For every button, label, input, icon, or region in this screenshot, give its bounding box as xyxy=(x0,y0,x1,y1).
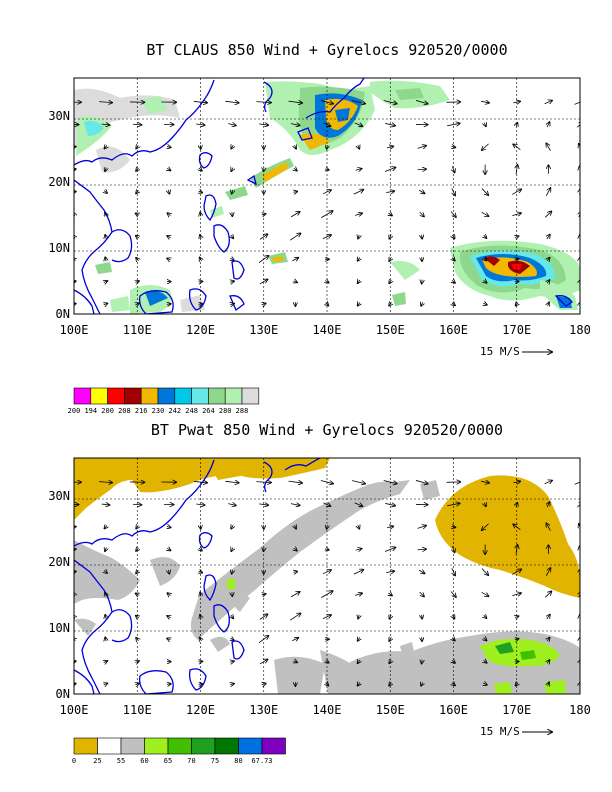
colorbar-label: 25 xyxy=(93,757,101,765)
reference-vector-label: 15 M/S xyxy=(480,345,520,358)
colorbar-label: 0 xyxy=(72,757,76,765)
colorbar-swatch xyxy=(215,738,239,754)
wind-arrow xyxy=(422,660,423,664)
x-tick-label: 150E xyxy=(376,323,405,337)
colorbar-label: 242 xyxy=(168,407,181,415)
panel-bottom: BT Pwat 850 Wind + Gyrelocs 920520/0000 xyxy=(48,421,591,765)
x-tick-label: 120E xyxy=(186,323,215,337)
x-tick-label: 140E xyxy=(313,323,342,337)
x-tick-label: 160E xyxy=(439,703,468,717)
colorbar-swatch xyxy=(225,388,242,404)
panel-title: BT CLAUS 850 Wind + Gyrelocs 920520/0000 xyxy=(146,41,507,59)
x-tick-label: 110E xyxy=(123,323,152,337)
colorbar-swatch xyxy=(158,388,175,404)
colorbar-swatch xyxy=(262,738,286,754)
colorbar-label: 264 xyxy=(202,407,215,415)
y-tick-label: 10N xyxy=(48,241,70,255)
colorbar-swatch xyxy=(98,738,122,754)
colorbar-label: 280 xyxy=(219,407,232,415)
wind-arrow xyxy=(422,280,423,284)
x-tick-label: 180 xyxy=(569,323,591,337)
wind-arrow xyxy=(167,684,171,685)
colorbar-label: 67.73 xyxy=(251,757,272,765)
colorbar-swatch xyxy=(124,388,141,404)
colorbar-label: 194 xyxy=(84,407,97,415)
colorbar-label: 55 xyxy=(117,757,125,765)
reference-vector: 15 M/S xyxy=(480,725,552,738)
x-tick-label: 170E xyxy=(502,703,531,717)
colorbar-swatch xyxy=(145,738,169,754)
x-tick-label: 160E xyxy=(439,323,468,337)
colorbar-swatch xyxy=(168,738,192,754)
x-tick-label: 120E xyxy=(186,703,215,717)
colorbar-swatch xyxy=(74,388,91,404)
x-tick-label: 170E xyxy=(502,323,531,337)
colorbar-swatch xyxy=(121,738,145,754)
reference-vector-label: 15 M/S xyxy=(480,725,520,738)
colorbar-label: 75 xyxy=(211,757,219,765)
y-tick-label: 20N xyxy=(48,175,70,189)
y-tick-label: 0N xyxy=(56,687,70,701)
colorbar-label: 200 xyxy=(101,407,114,415)
y-tick-label: 30N xyxy=(48,109,70,123)
colorbar-label: 60 xyxy=(140,757,148,765)
colorbar-swatch xyxy=(108,388,125,404)
colorbar-label: 80 xyxy=(234,757,242,765)
colorbar-swatch xyxy=(91,388,108,404)
colorbar-label: 216 xyxy=(135,407,148,415)
reference-vector: 15 M/S xyxy=(480,345,552,358)
colorbar-label: 248 xyxy=(185,407,198,415)
colorbar-label: 230 xyxy=(152,407,165,415)
x-tick-label: 100E xyxy=(60,323,89,337)
colorbar-label: 200 xyxy=(68,407,81,415)
x-tick-label: 110E xyxy=(123,703,152,717)
x-tick-label: 130E xyxy=(249,323,278,337)
colorbar-swatch xyxy=(208,388,225,404)
colorbar-label: 288 xyxy=(236,407,249,415)
y-tick-label: 0N xyxy=(56,307,70,321)
colorbar-label: 70 xyxy=(187,757,195,765)
y-tick-label: 20N xyxy=(48,555,70,569)
x-tick-label: 100E xyxy=(60,703,89,717)
panel-title: BT Pwat 850 Wind + Gyrelocs 920520/0000 xyxy=(151,421,503,439)
y-tick-label: 10N xyxy=(48,621,70,635)
wind-arrow xyxy=(167,304,171,305)
x-tick-label: 150E xyxy=(376,703,405,717)
colorbar-swatch xyxy=(74,738,98,754)
colorbar: 200 194 200 208 216 230 242 248 264 280 288 xyxy=(68,388,259,415)
panel-top: BT CLAUS 850 Wind + Gyrelocs 920520/0000 xyxy=(48,41,591,415)
x-tick-label: 130E xyxy=(249,703,278,717)
colorbar: 0 25 55 60 65 70 75 80 67.73 xyxy=(72,738,286,765)
map-plot-area xyxy=(67,78,585,314)
colorbar-swatch xyxy=(192,738,216,754)
colorbar-swatch xyxy=(192,388,209,404)
colorbar-swatch xyxy=(239,738,263,754)
x-tick-label: 180 xyxy=(569,703,591,717)
colorbar-label: 208 xyxy=(118,407,131,415)
colorbar-swatch xyxy=(175,388,192,404)
colorbar-label: 65 xyxy=(164,757,172,765)
colorbar-swatch xyxy=(141,388,158,404)
y-tick-label: 30N xyxy=(48,489,70,503)
colorbar-swatch xyxy=(242,388,259,404)
x-tick-label: 140E xyxy=(313,703,342,717)
map-plot-area xyxy=(67,458,585,694)
